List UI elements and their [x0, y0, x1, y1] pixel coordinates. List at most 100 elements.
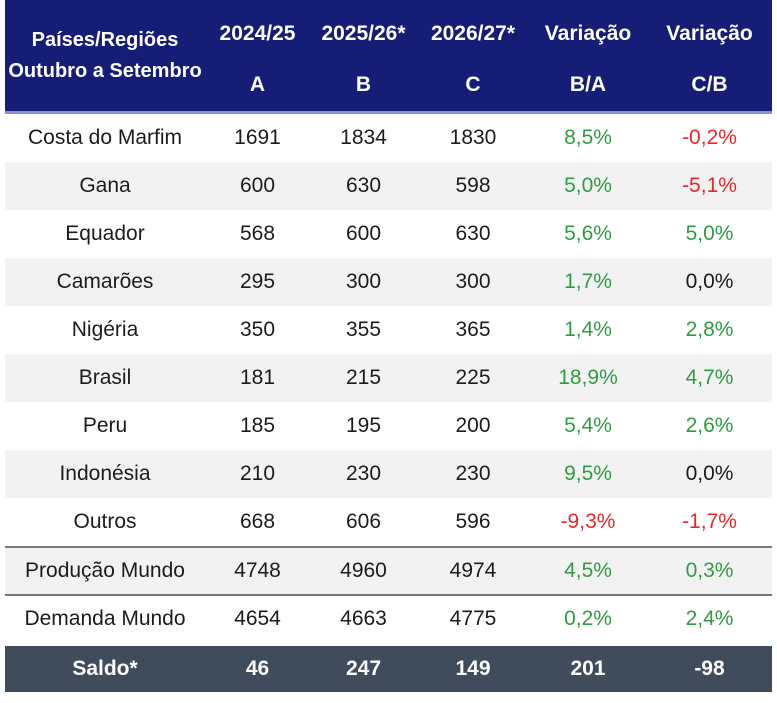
cell-variation-cb: 2,6%	[685, 414, 734, 437]
table-row-nigeria: Nigéria 350 355 365 1,4% 2,8%	[5, 306, 772, 354]
cell-c: 596	[455, 510, 491, 533]
header-countries-line1: Países/Regiões	[31, 28, 179, 51]
table-row-gana: Gana 600 630 598 5,0% -5,1%	[5, 162, 772, 210]
cell-a: 350	[239, 318, 276, 341]
header-col-top: Variação	[544, 22, 632, 45]
cell-variation-cb: -1,7%	[682, 510, 737, 533]
cell-c: 4775	[449, 607, 497, 630]
cell-b: 195	[345, 414, 382, 437]
header-col-bottom: B/A	[569, 73, 607, 96]
footer-value-cb: -98	[694, 657, 725, 680]
cell-variation-ba: 5,0%	[564, 174, 612, 197]
cell-a: 210	[239, 462, 276, 485]
cocoa-supply-demand-table: Países/Regiões Outubro a Setembro 2024/2…	[5, 0, 772, 692]
cell-c: 200	[455, 414, 491, 437]
cell-c: 4974	[449, 559, 497, 582]
row-label: Costa do Marfim	[27, 126, 183, 149]
table-row-outros: Outros 668 606 596 -9,3% -1,7%	[5, 498, 772, 546]
cell-variation-cb: 4,7%	[685, 366, 734, 389]
header-col-variacao-cb: Variação C/B	[647, 0, 772, 111]
cell-a: 181	[239, 366, 276, 389]
cell-a: 4748	[234, 559, 281, 582]
cell-a: 568	[239, 222, 276, 245]
cell-c: 230	[455, 462, 491, 485]
cell-variation-ba: 1,4%	[564, 318, 612, 341]
row-label: Equador	[65, 222, 145, 245]
cell-c: 598	[455, 174, 491, 197]
table-header: Países/Regiões Outubro a Setembro 2024/2…	[5, 0, 772, 114]
table-row-camaroes: Camarões 295 300 300 1,7% 0,0%	[5, 258, 772, 306]
cell-a: 185	[239, 414, 276, 437]
cell-variation-ba: 1,7%	[564, 270, 612, 293]
cell-c: 1830	[449, 126, 497, 149]
table-row-indonesia: Indonésia 210 230 230 9,5% 0,0%	[5, 450, 772, 498]
footer-value-ba: 201	[570, 657, 606, 680]
header-col-bottom: B	[355, 73, 372, 96]
cell-b: 600	[345, 222, 382, 245]
row-label: Outros	[73, 510, 137, 533]
cell-variation-ba: 0,2%	[564, 607, 612, 630]
row-label: Produção Mundo	[25, 559, 185, 582]
table-row-costa-do-marfim: Costa do Marfim 1691 1834 1830 8,5% -0,2…	[5, 114, 772, 162]
header-col-top: 2024/25	[219, 22, 296, 45]
row-label: Brasil	[78, 366, 132, 389]
table-footer-saldo: Saldo* 46 247 149 201 -98	[5, 646, 772, 692]
cell-variation-ba: 5,4%	[564, 414, 612, 437]
cell-b: 606	[345, 510, 382, 533]
header-col-2025-26: 2025/26* B	[310, 0, 417, 111]
row-label: Demanda Mundo	[24, 607, 186, 630]
cell-variation-cb: -0,2%	[682, 126, 737, 149]
footer-label: Saldo*	[72, 657, 138, 680]
cell-variation-cb: 2,4%	[685, 607, 734, 630]
cell-c: 630	[455, 222, 491, 245]
cell-variation-cb: -5,1%	[682, 174, 737, 197]
cell-b: 4663	[340, 607, 387, 630]
cell-b: 4960	[340, 559, 387, 582]
cell-b: 1834	[340, 126, 387, 149]
table-row-brasil: Brasil 181 215 225 18,9% 4,7%	[5, 354, 772, 402]
cell-variation-ba: 4,5%	[564, 559, 612, 582]
cell-variation-cb: 5,0%	[685, 222, 734, 245]
table-row-producao-mundo: Produção Mundo 4748 4960 4974 4,5% 0,3%	[5, 546, 772, 594]
cell-b: 630	[345, 174, 382, 197]
cell-b: 230	[345, 462, 382, 485]
cell-b: 355	[345, 318, 382, 341]
header-col-top: 2026/27*	[430, 22, 516, 45]
cell-variation-ba: 18,9%	[558, 366, 618, 389]
footer-value-c: 149	[455, 657, 491, 680]
header-col-bottom: A	[249, 73, 266, 96]
header-col-2024-25: 2024/25 A	[205, 0, 310, 111]
footer-value-b: 247	[345, 657, 382, 680]
cell-b: 300	[345, 270, 382, 293]
row-label: Indonésia	[59, 462, 151, 485]
cell-variation-cb: 0,0%	[685, 270, 734, 293]
header-col-bottom: C	[465, 73, 481, 96]
header-col-2026-27: 2026/27* C	[417, 0, 529, 111]
header-countries-line2: Outubro a Setembro	[8, 59, 202, 82]
header-col-top: 2025/26*	[321, 22, 406, 45]
cell-b: 215	[345, 366, 382, 389]
row-label: Peru	[82, 414, 128, 437]
cell-a: 295	[239, 270, 276, 293]
cell-a: 1691	[234, 126, 281, 149]
cell-a: 668	[239, 510, 276, 533]
footer-value-a: 46	[245, 657, 270, 680]
cell-variation-ba: 8,5%	[564, 126, 612, 149]
header-col-top: Variação	[666, 22, 753, 45]
cell-a: 600	[239, 174, 276, 197]
table-row-equador: Equador 568 600 630 5,6% 5,0%	[5, 210, 772, 258]
cell-variation-ba: 9,5%	[564, 462, 612, 485]
cell-variation-ba: -9,3%	[560, 510, 616, 533]
cell-a: 4654	[234, 607, 281, 630]
header-countries-regions: Países/Regiões Outubro a Setembro	[5, 0, 205, 111]
cell-variation-cb: 0,0%	[685, 462, 734, 485]
cell-variation-cb: 0,3%	[685, 559, 734, 582]
cell-c: 365	[455, 318, 491, 341]
table-row-peru: Peru 185 195 200 5,4% 2,6%	[5, 402, 772, 450]
row-label: Gana	[79, 174, 131, 197]
cell-c: 225	[455, 366, 491, 389]
row-label: Camarões	[56, 270, 154, 293]
header-col-variacao-ba: Variação B/A	[529, 0, 647, 111]
cell-variation-cb: 2,8%	[685, 318, 734, 341]
header-col-bottom: C/B	[691, 73, 728, 96]
